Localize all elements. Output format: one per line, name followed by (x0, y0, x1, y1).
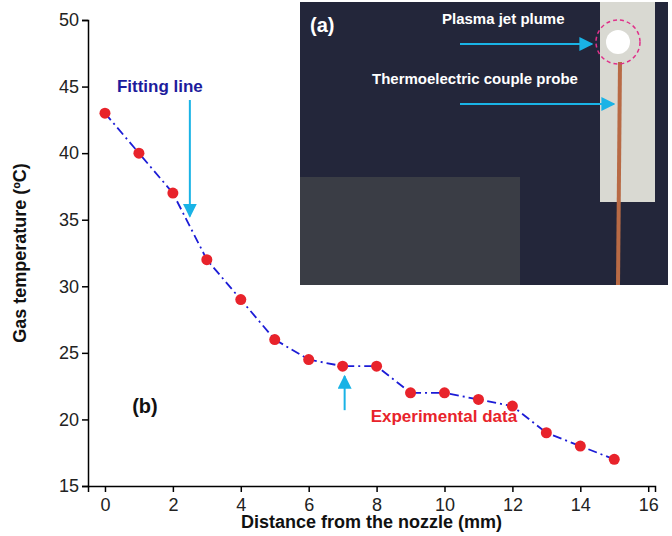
photo-highlight (596, 20, 640, 64)
y-tick-label: 15 (59, 476, 79, 496)
y-tick-mark (82, 419, 88, 421)
x-tick: 8 (372, 486, 382, 515)
data-point (235, 294, 246, 305)
panel-label: (a) (310, 14, 334, 36)
x-tick-mark (376, 486, 378, 492)
data-point (269, 334, 280, 345)
x-tick-mark (173, 486, 175, 492)
y-tick-label: 30 (59, 277, 79, 297)
data-point (99, 108, 110, 119)
y-tick-mark (82, 20, 88, 22)
data-point (133, 148, 144, 159)
data-point (575, 441, 586, 452)
y-tick: 25 (59, 343, 88, 363)
y-tick: 50 (59, 10, 88, 30)
y-tick: 30 (59, 277, 88, 297)
y-tick: 40 (59, 143, 88, 163)
y-tick-mark (82, 486, 88, 488)
x-axis: 0 2 4 6 8 10 12 14 16 (89, 486, 659, 515)
y-tick-mark (82, 286, 88, 288)
y-tick-mark (82, 153, 88, 155)
data-point (167, 188, 178, 199)
x-tick-label: 14 (571, 495, 591, 515)
y-tick: 15 (59, 476, 88, 496)
annotation-arrow (189, 100, 191, 216)
y-axis-line (82, 21, 89, 487)
x-tick-mark (444, 486, 446, 492)
x-tick-label: 12 (503, 495, 523, 515)
inset-arrow (460, 103, 614, 105)
chart: 0 2 4 6 8 10 12 14 16 15 20 25 30 35 40 45 50 Distance fr… (0, 0, 672, 536)
x-tick-mark (580, 486, 582, 492)
x-tick: 6 (304, 486, 314, 515)
x-tick: 14 (571, 486, 591, 515)
y-tick-label: 50 (59, 10, 79, 30)
y-tick-label: 35 (59, 210, 79, 230)
data-point (303, 354, 314, 365)
annotation: Fitting line (117, 77, 203, 96)
x-tick: 0 (100, 486, 110, 515)
data-point (473, 394, 484, 405)
x-tick: 16 (639, 486, 659, 515)
x-tick: 10 (435, 486, 455, 515)
x-tick: 2 (168, 486, 178, 515)
y-tick-label: 25 (59, 343, 79, 363)
y-tick: 20 (59, 410, 88, 430)
x-tick-mark (308, 486, 310, 492)
data-point (541, 427, 552, 438)
x-tick-label: 0 (100, 495, 110, 515)
x-tick-mark (512, 486, 514, 492)
x-tick-label: 2 (168, 495, 178, 515)
data-point (337, 361, 348, 372)
x-axis-line (89, 487, 656, 493)
y-tick-mark (82, 353, 88, 355)
photo-plume (606, 30, 630, 54)
x-tick-mark (648, 486, 650, 492)
y-axis-title: Gas temperature (ºC) (10, 163, 30, 343)
x-tick-mark (241, 486, 243, 492)
photo-background (300, 2, 668, 285)
x-tick: 12 (503, 486, 523, 515)
data-point (371, 361, 382, 372)
y-tick-label: 45 (59, 77, 79, 97)
inset-photo: (a) Plasma jet plume Thermoelectric couple… (300, 2, 668, 285)
x-tick: 4 (236, 486, 246, 515)
photo-probe (618, 62, 620, 285)
x-tick-mark (105, 486, 107, 492)
data-point (201, 254, 212, 265)
data-point (405, 387, 416, 398)
panel-label: (b) (132, 395, 158, 417)
inset-arrow (460, 43, 592, 45)
data-point (439, 387, 450, 398)
annotation-arrow (344, 376, 346, 410)
x-tick-label: 16 (639, 495, 659, 515)
x-axis-title: Distance from the nozzle (mm) (241, 512, 502, 532)
y-tick-mark (82, 86, 88, 88)
inset-annotation: Thermoelectric couple probe (372, 70, 578, 87)
y-tick: 35 (59, 210, 88, 230)
y-tick-mark (82, 219, 88, 221)
y-tick-label: 20 (59, 410, 79, 430)
y-axis: 15 20 25 30 35 40 45 50 (59, 10, 89, 496)
y-tick-label: 40 (59, 143, 79, 163)
data-point (609, 454, 620, 465)
photo-stage (300, 177, 520, 285)
y-tick: 45 (59, 77, 88, 97)
photo-ruler (600, 2, 655, 202)
annotation: Experimental data (371, 407, 518, 426)
inset-annotation: Plasma jet plume (442, 10, 565, 27)
